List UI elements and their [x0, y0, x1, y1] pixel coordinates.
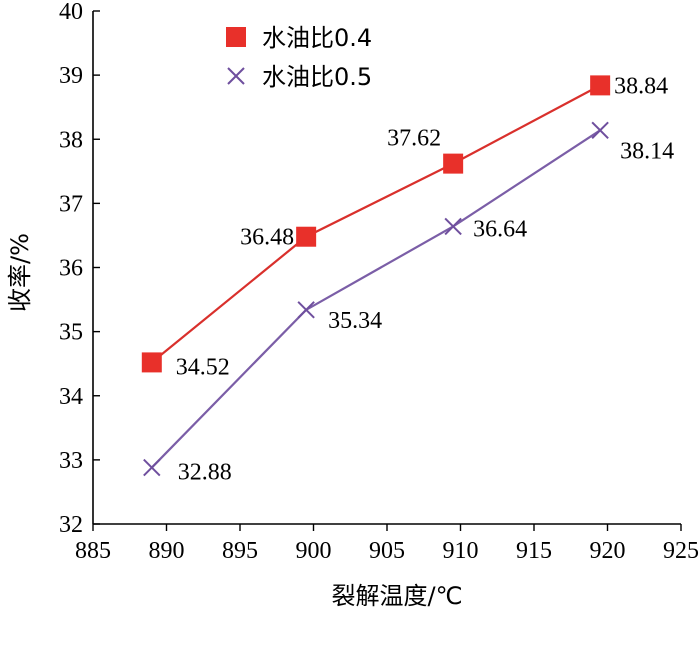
x-tick-label: 915 [516, 538, 552, 564]
data-point [296, 226, 317, 247]
data-label: 38.14 [620, 138, 674, 164]
y-tick-label: 33 [59, 448, 83, 474]
axes: 32 33 34 35 36 37 38 39 40 885 890 895 900 905 910 915 9… [59, 0, 699, 564]
legend-marker [226, 27, 246, 47]
legend-label: 水油比0.4 [262, 24, 372, 52]
data-point [443, 153, 464, 174]
data-point [444, 217, 462, 236]
data-label: 36.48 [240, 225, 294, 251]
data-point [591, 121, 609, 139]
legend-item-2: 水油比0.5 [227, 63, 372, 91]
data-point [141, 352, 162, 373]
series-line-1 [151, 84, 601, 364]
y-tick-label: 36 [59, 256, 83, 282]
x-tick-label: 890 [149, 538, 185, 564]
legend-item-1: 水油比0.4 [226, 24, 372, 52]
y-axis-title: 收率/% [6, 233, 34, 312]
series-line-2 [151, 129, 601, 469]
x-tick-label: 920 [590, 538, 626, 564]
x-tick-label: 895 [222, 538, 258, 564]
x-tick-label: 905 [369, 538, 405, 564]
data-point [143, 458, 161, 477]
legend-marker [227, 67, 245, 85]
y-tick-label: 35 [59, 320, 83, 346]
x-axis-title: 裂解温度/℃ [331, 582, 462, 610]
x-tick-label: 885 [75, 538, 111, 564]
data-label: 38.84 [614, 73, 668, 99]
x-tick-label: 910 [443, 538, 479, 564]
y-tick-label: 37 [59, 191, 83, 217]
x-tick-label: 925 [663, 538, 699, 564]
legend-label: 水油比0.5 [262, 63, 372, 91]
data-label: 32.88 [178, 460, 232, 486]
data-label: 35.34 [328, 308, 382, 334]
data-point [297, 301, 315, 319]
y-tick-label: 34 [59, 384, 83, 410]
data-label: 36.64 [473, 216, 527, 242]
data-label: 37.62 [387, 126, 441, 152]
y-tick-label: 40 [59, 0, 83, 25]
x-tick-label: 900 [296, 538, 332, 564]
data-label: 34.52 [176, 354, 230, 380]
data-point [590, 75, 611, 96]
series-layer: 34.52 36.48 37.62 38.84 32.88 35.34 36.64 38.14 [141, 73, 674, 486]
y-tick-label: 39 [59, 63, 83, 89]
y-tick-label: 38 [59, 127, 83, 153]
y-tick-label: 32 [59, 512, 83, 538]
legend: 水油比0.4 水油比0.5 [226, 24, 372, 91]
